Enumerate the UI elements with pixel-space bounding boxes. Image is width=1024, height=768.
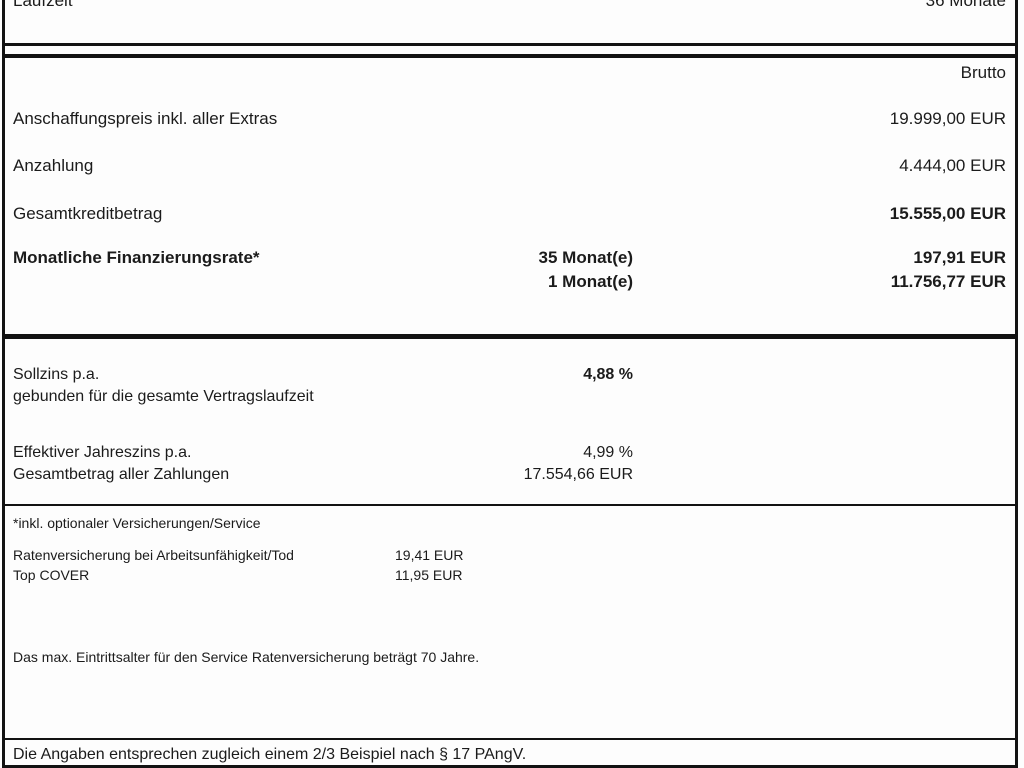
sollzins-label: Sollzins p.a. xyxy=(13,366,100,383)
divider-footnote-section-top xyxy=(5,504,1015,506)
brutto-column-header: Brutto xyxy=(960,63,1006,82)
row-value: 197,91 EUR xyxy=(913,248,1006,267)
insurance-row-label: Top COVER xyxy=(13,567,90,583)
divider-top-section-bottom xyxy=(5,43,1015,46)
insurance-row-label: Ratenversicherung bei Arbeitsunfähigkeit… xyxy=(13,547,294,563)
divider-main-table-top xyxy=(5,54,1015,58)
effektiver-jahreszins-label: Effektiver Jahreszins p.a. xyxy=(13,444,192,461)
sollzins-value: 4,88 % xyxy=(583,366,633,383)
footnote-title: *inkl. optionaler Versicherungen/Service xyxy=(13,515,261,531)
divider-interest-section-top xyxy=(5,334,1015,339)
row-label: Anzahlung xyxy=(13,156,94,175)
row-label: Gesamtkreditbetrag xyxy=(13,204,163,223)
document-bottom-edge xyxy=(5,765,1015,768)
max-age-note: Das max. Eintrittsalter für den Service … xyxy=(13,649,480,665)
row-label: Monatliche Finanzierungsrate* xyxy=(13,248,260,267)
row-value: 11.756,77 EUR xyxy=(890,272,1006,291)
divider-footer-top xyxy=(5,738,1015,740)
laufzeit-value: 36 Monate xyxy=(925,0,1006,10)
pangv-footer-text: Die Angaben entsprechen zugleich einem 2… xyxy=(13,746,527,763)
row-value: 4.444,00 EUR xyxy=(899,156,1006,175)
row-value: 15.555,00 EUR xyxy=(889,204,1006,223)
laufzeit-label: Laufzeit xyxy=(13,0,73,10)
effektiver-jahreszins-value: 4,99 % xyxy=(583,444,633,461)
gesamtbetrag-label: Gesamtbetrag aller Zahlungen xyxy=(13,466,230,483)
insurance-row-value: 19,41 EUR xyxy=(395,547,464,563)
insurance-row-value: 11,95 EUR xyxy=(395,567,463,583)
row-duration: 1 Monat(e) xyxy=(548,272,633,291)
gesamtbetrag-value: 17.554,66 EUR xyxy=(523,466,633,483)
row-value: 19.999,00 EUR xyxy=(889,109,1006,128)
row-duration: 35 Monat(e) xyxy=(538,248,633,267)
row-label: Anschaffungspreis inkl. aller Extras xyxy=(13,109,278,128)
sollzins-note: gebunden für die gesamte Vertragslaufzei… xyxy=(13,388,314,405)
